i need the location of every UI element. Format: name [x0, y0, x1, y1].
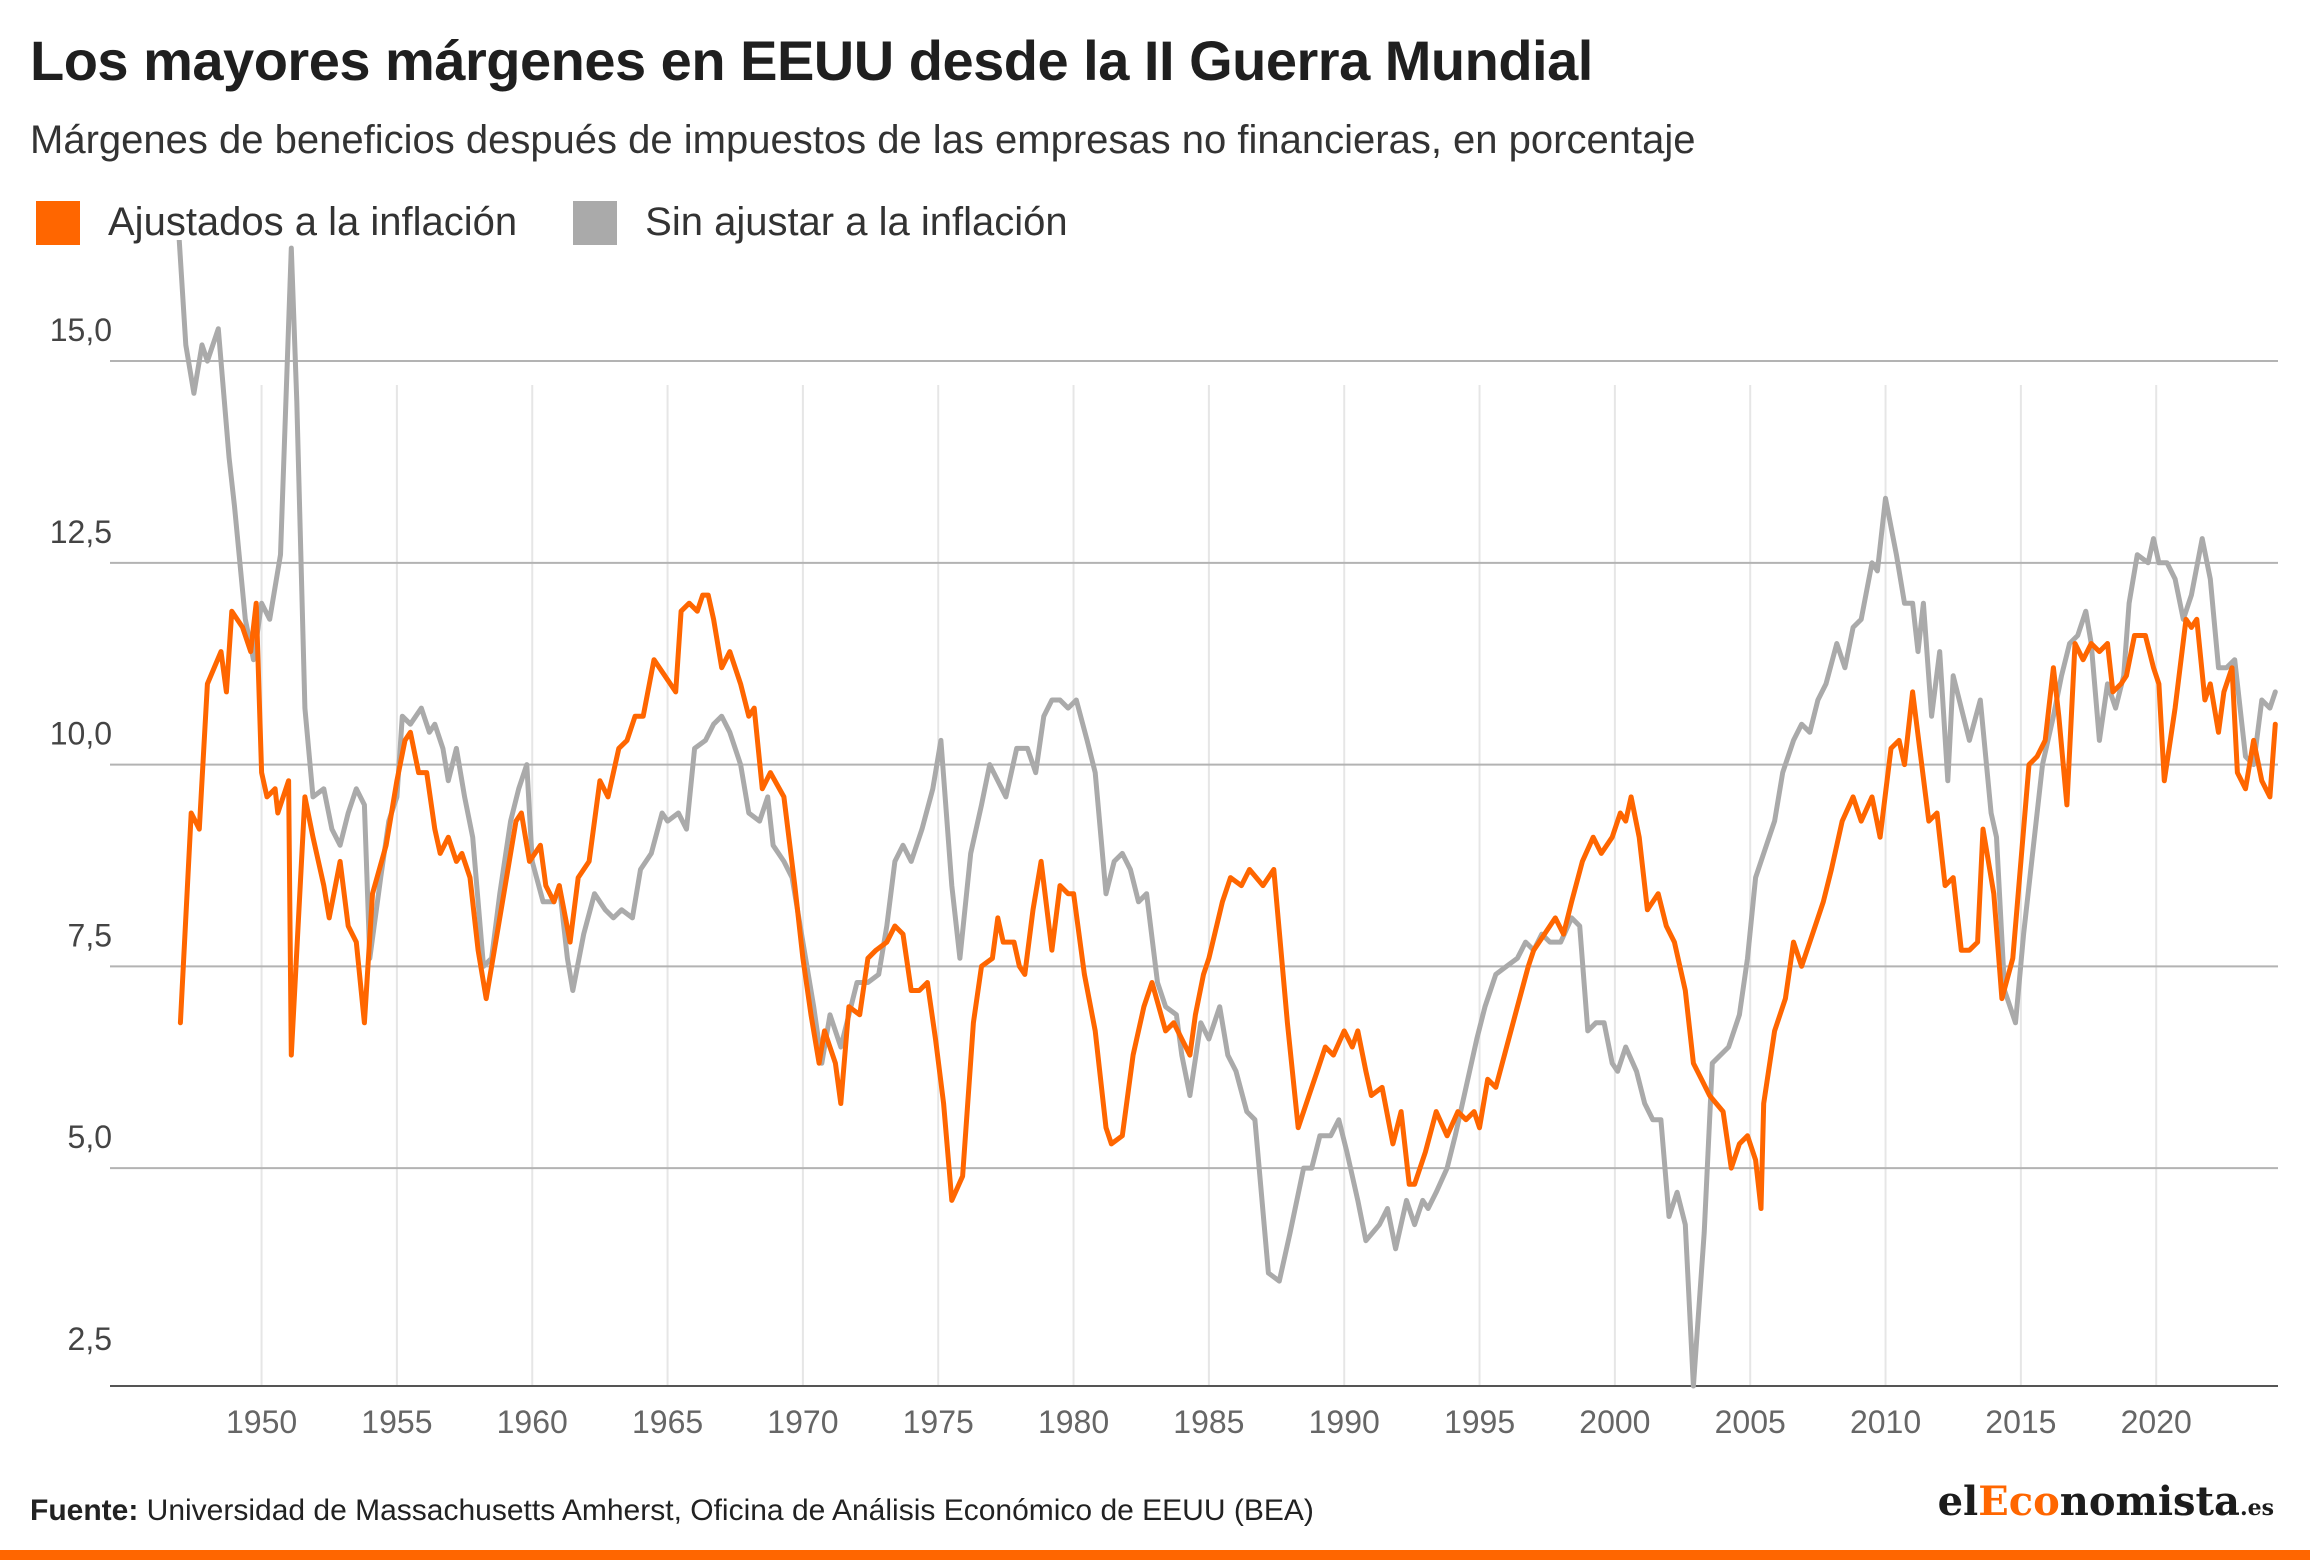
grid [110, 360, 2278, 1386]
line-chart: 2,55,07,510,012,515,0 1950 1955 1960 1965 19… [50, 240, 2278, 1440]
source-text: Universidad de Massachusetts Amherst, Of… [138, 1494, 1314, 1527]
legend-label-adjusted: Ajustados a la inflación [108, 200, 518, 244]
legend-swatch-unadjusted [573, 200, 618, 245]
y-tick-label: 5,0 [68, 1119, 112, 1155]
x-tick-label: 2000 [1579, 1404, 1650, 1440]
chart-title: Los mayores márgenes en EEUU desde la II… [30, 29, 1593, 92]
legend-item-adjusted: Ajustados a la inflación [36, 200, 517, 245]
y-tick-label: 12,5 [50, 514, 112, 550]
x-axis: 1950 1955 1960 1965 1970 1975 1980 1985 1990 1995… [110, 1385, 2278, 1440]
logo-part-nomista: nomista [2059, 1478, 2240, 1525]
x-tick-label: 1965 [632, 1404, 703, 1440]
x-tick-label: 1950 [226, 1404, 297, 1440]
x-tick-label: 1985 [1173, 1404, 1244, 1440]
y-tick-label: 10,0 [50, 716, 112, 752]
legend-swatch-adjusted [36, 200, 80, 245]
x-tick-label: 1980 [1038, 1404, 1109, 1440]
legend-item-unadjusted: Sin ajustar a la inflación [573, 200, 1068, 245]
x-tick-label: 2010 [1850, 1404, 1921, 1440]
y-tick-label: 15,0 [50, 312, 112, 348]
x-tick-label: 2015 [1985, 1404, 2056, 1440]
y-tick-label: 7,5 [68, 917, 112, 953]
x-tick-label: 1955 [361, 1404, 432, 1440]
x-tick-label: 2005 [1715, 1404, 1786, 1440]
source-label: Fuente: [30, 1494, 139, 1527]
logo-part-el: el [1937, 1478, 1979, 1525]
logo-part-eco: Eco [1978, 1478, 2060, 1525]
x-tick-label: 1990 [1309, 1404, 1380, 1440]
series-lines [176, 240, 2278, 1389]
publisher-logo: elEconomista.es [1938, 1478, 2274, 1525]
legend: Ajustados a la inflación Sin ajustar a l… [36, 200, 1124, 245]
x-tick-label: 1970 [767, 1404, 838, 1440]
logo-part-suffix: .es [2239, 1495, 2274, 1521]
x-tick-label: 2020 [2121, 1404, 2192, 1440]
x-tick-label: 1995 [1444, 1404, 1515, 1440]
legend-label-unadjusted: Sin ajustar a la inflación [645, 200, 1068, 244]
y-tick-label: 2,5 [68, 1321, 112, 1357]
series-line-adjusted [177, 592, 2278, 1211]
source-note: Fuente: Universidad de Massachusetts Amh… [30, 1494, 1314, 1528]
bottom-accent-bar [0, 1550, 2310, 1560]
x-tick-label: 1975 [903, 1404, 974, 1440]
chart-subtitle: Márgenes de beneficios después de impues… [30, 118, 1696, 162]
x-tick-label: 1960 [497, 1404, 568, 1440]
series-line-unadjusted [176, 240, 2278, 1389]
y-axis: 2,5 5,0 7,5 10,0 12,5 15,0 [50, 312, 112, 1357]
